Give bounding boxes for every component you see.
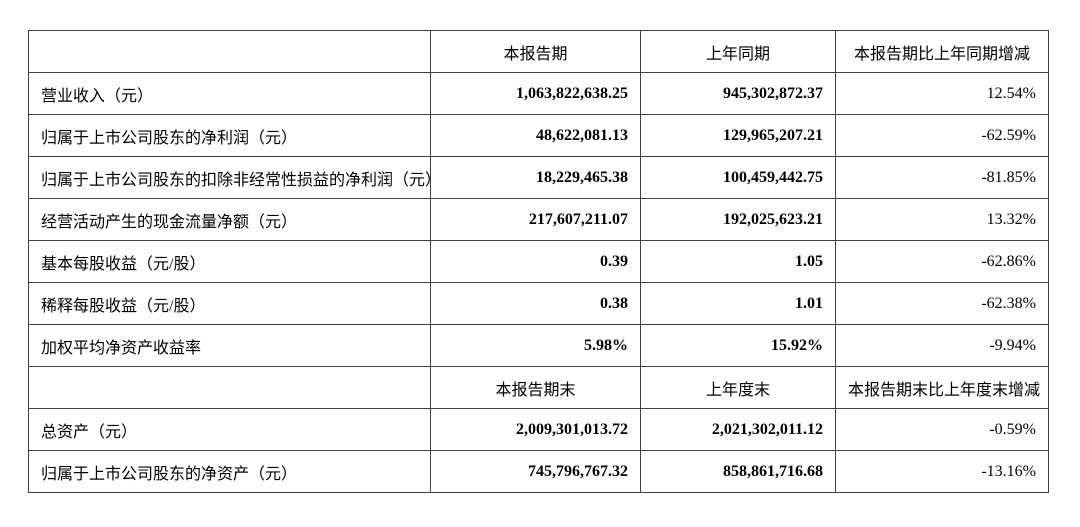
current-period-value: 2,009,301,013.72 — [430, 408, 641, 451]
prior-period-value: 129,965,207.21 — [640, 114, 836, 157]
header-prior-year-end: 上年度末 — [640, 366, 836, 409]
table-row-net-assets: 归属于上市公司股东的净资产（元） 745,796,767.32 858,861,… — [28, 450, 1049, 493]
prior-period-value: 192,025,623.21 — [640, 198, 836, 241]
table-row-net-profit-excl-nonrecurring: 归属于上市公司股东的扣除非经常性损益的净利润（元） 18,229,465.38 … — [28, 156, 1049, 199]
prior-period-value: 945,302,872.37 — [640, 72, 836, 115]
section2-header-row: 本报告期末 上年度末 本报告期末比上年度末增减 — [28, 366, 1049, 409]
change-value: -9.94% — [835, 324, 1049, 367]
prior-period-value: 100,459,442.75 — [640, 156, 836, 199]
change-value: 12.54% — [835, 72, 1049, 115]
current-period-value: 217,607,211.07 — [430, 198, 641, 241]
row-label: 归属于上市公司股东的扣除非经常性损益的净利润（元） — [28, 156, 431, 199]
current-period-value: 5.98% — [430, 324, 641, 367]
section1-header-row: 本报告期 上年同期 本报告期比上年同期增减 — [28, 30, 1049, 73]
current-period-value: 1,063,822,638.25 — [430, 72, 641, 115]
row-label: 归属于上市公司股东的净资产（元） — [28, 450, 431, 493]
change-value: -62.86% — [835, 240, 1049, 283]
prior-period-value: 2,021,302,011.12 — [640, 408, 836, 451]
table-row-operating-cash-flow: 经营活动产生的现金流量净额（元） 217,607,211.07 192,025,… — [28, 198, 1049, 241]
change-value: 13.32% — [835, 198, 1049, 241]
table-row-operating-revenue: 营业收入（元） 1,063,822,638.25 945,302,872.37 … — [28, 72, 1049, 115]
table-row-basic-eps: 基本每股收益（元/股） 0.39 1.05 -62.86% — [28, 240, 1049, 283]
current-period-value: 0.38 — [430, 282, 641, 325]
prior-period-value: 15.92% — [640, 324, 836, 367]
table-row-total-assets: 总资产（元） 2,009,301,013.72 2,021,302,011.12… — [28, 408, 1049, 451]
header-current-period-end: 本报告期末 — [430, 366, 641, 409]
current-period-value: 745,796,767.32 — [430, 450, 641, 493]
row-label: 总资产（元） — [28, 408, 431, 451]
header-prior-period: 上年同期 — [640, 30, 836, 73]
header-empty-cell — [28, 30, 431, 73]
header-empty-cell — [28, 366, 431, 409]
row-label: 稀释每股收益（元/股） — [28, 282, 431, 325]
table-row-net-profit: 归属于上市公司股东的净利润（元） 48,622,081.13 129,965,2… — [28, 114, 1049, 157]
change-value: -0.59% — [835, 408, 1049, 451]
row-label: 加权平均净资产收益率 — [28, 324, 431, 367]
row-label: 经营活动产生的现金流量净额（元） — [28, 198, 431, 241]
change-value: -62.59% — [835, 114, 1049, 157]
prior-period-value: 858,861,716.68 — [640, 450, 836, 493]
row-label: 基本每股收益（元/股） — [28, 240, 431, 283]
change-value: -13.16% — [835, 450, 1049, 493]
header-current-period: 本报告期 — [430, 30, 641, 73]
prior-period-value: 1.05 — [640, 240, 836, 283]
prior-period-value: 1.01 — [640, 282, 836, 325]
table-row-weighted-avg-roe: 加权平均净资产收益率 5.98% 15.92% -9.94% — [28, 324, 1049, 367]
table-row-diluted-eps: 稀释每股收益（元/股） 0.38 1.01 -62.38% — [28, 282, 1049, 325]
header-change: 本报告期比上年同期增减 — [835, 30, 1049, 73]
current-period-value: 0.39 — [430, 240, 641, 283]
change-value: -81.85% — [835, 156, 1049, 199]
financial-summary-table: 本报告期 上年同期 本报告期比上年同期增减 营业收入（元） 1,063,822,… — [28, 30, 1049, 493]
row-label: 归属于上市公司股东的净利润（元） — [28, 114, 431, 157]
row-label: 营业收入（元） — [28, 72, 431, 115]
current-period-value: 18,229,465.38 — [430, 156, 641, 199]
header-change-period-end: 本报告期末比上年度末增减 — [835, 366, 1049, 409]
current-period-value: 48,622,081.13 — [430, 114, 641, 157]
change-value: -62.38% — [835, 282, 1049, 325]
